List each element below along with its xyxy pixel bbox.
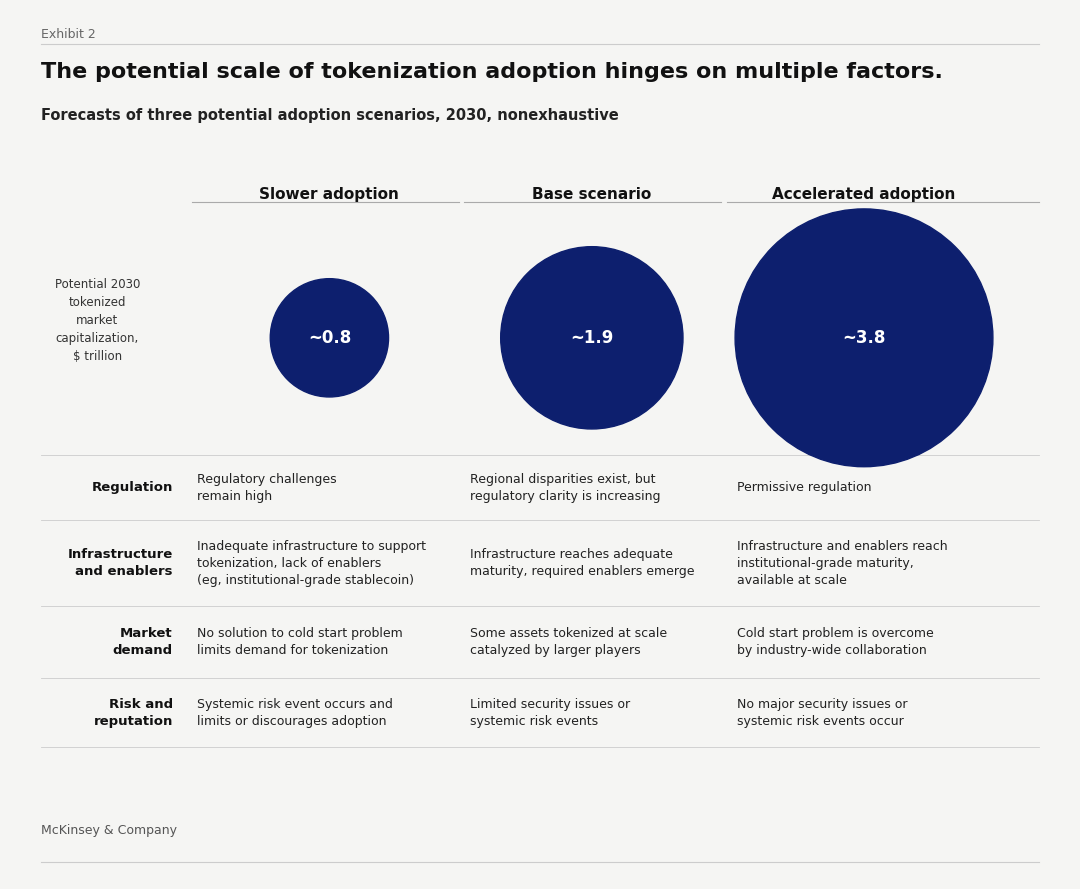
Ellipse shape (735, 209, 993, 467)
Text: Limited security issues or
systemic risk events: Limited security issues or systemic risk… (470, 698, 630, 727)
Text: Potential 2030
tokenized
market
capitalization,
$ trillion: Potential 2030 tokenized market capitali… (54, 277, 140, 363)
Text: ~3.8: ~3.8 (842, 329, 886, 347)
Text: No solution to cold start problem
limits demand for tokenization: No solution to cold start problem limits… (197, 628, 403, 657)
Text: No major security issues or
systemic risk events occur: No major security issues or systemic ris… (737, 698, 907, 727)
Text: Systemic risk event occurs and
limits or discourages adoption: Systemic risk event occurs and limits or… (197, 698, 392, 727)
Text: Infrastructure reaches adequate
maturity, required enablers emerge: Infrastructure reaches adequate maturity… (470, 549, 694, 578)
Text: Base scenario: Base scenario (532, 187, 651, 202)
Text: Infrastructure
and enablers: Infrastructure and enablers (68, 549, 173, 578)
Text: Forecasts of three potential adoption scenarios, 2030, nonexhaustive: Forecasts of three potential adoption sc… (41, 108, 619, 124)
Text: Cold start problem is overcome
by industry-wide collaboration: Cold start problem is overcome by indust… (737, 628, 933, 657)
Ellipse shape (501, 246, 683, 429)
Text: McKinsey & Company: McKinsey & Company (41, 824, 177, 837)
Text: Regulatory challenges
remain high: Regulatory challenges remain high (197, 473, 336, 502)
Text: Permissive regulation: Permissive regulation (737, 481, 872, 494)
Text: ~1.9: ~1.9 (570, 329, 613, 347)
Text: Accelerated adoption: Accelerated adoption (772, 187, 956, 202)
Text: ~0.8: ~0.8 (308, 329, 351, 347)
Text: Inadequate infrastructure to support
tokenization, lack of enablers
(eg, institu: Inadequate infrastructure to support tok… (197, 540, 426, 587)
Text: Market
demand: Market demand (112, 628, 173, 657)
Ellipse shape (270, 278, 389, 397)
Text: Risk and
reputation: Risk and reputation (94, 698, 173, 727)
Text: Slower adoption: Slower adoption (259, 187, 400, 202)
Text: Exhibit 2: Exhibit 2 (41, 28, 96, 42)
Text: Regulation: Regulation (92, 481, 173, 494)
Text: Some assets tokenized at scale
catalyzed by larger players: Some assets tokenized at scale catalyzed… (470, 628, 667, 657)
Text: Infrastructure and enablers reach
institutional-grade maturity,
available at sca: Infrastructure and enablers reach instit… (737, 540, 947, 587)
Text: The potential scale of tokenization adoption hinges on multiple factors.: The potential scale of tokenization adop… (41, 62, 943, 82)
Text: Regional disparities exist, but
regulatory clarity is increasing: Regional disparities exist, but regulato… (470, 473, 660, 502)
